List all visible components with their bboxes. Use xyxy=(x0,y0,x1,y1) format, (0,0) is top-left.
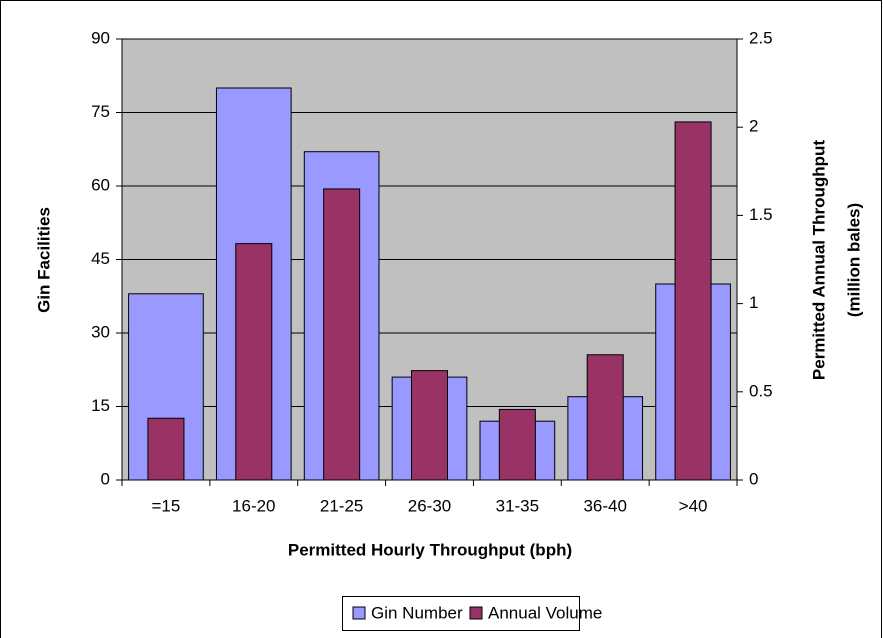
y-axis-label: Gin Facilities xyxy=(34,207,53,313)
y-tick-label: 15 xyxy=(91,396,110,415)
y2-tick-label: 0 xyxy=(749,469,758,488)
bar xyxy=(586,354,624,481)
legend-label: Gin Number xyxy=(371,603,463,622)
y2-tick-label: 2 xyxy=(749,117,758,136)
legend-label: Annual Volume xyxy=(488,603,602,622)
bar xyxy=(147,417,185,481)
bar xyxy=(235,243,273,481)
y-tick-label: 90 xyxy=(91,28,110,47)
y2-tick-label: 1 xyxy=(749,293,758,312)
x-tick-label: 16-20 xyxy=(232,496,275,515)
y2-tick-label: 1.5 xyxy=(749,205,773,224)
bar xyxy=(498,408,536,481)
y2-tick-label: 0.5 xyxy=(749,381,773,400)
y2-axis-label: Permitted Annual Throughput xyxy=(809,140,828,381)
y-tick-label: 0 xyxy=(101,469,110,488)
y2-tick-label: 2.5 xyxy=(749,28,773,47)
bar xyxy=(674,121,712,481)
x-tick-label: 31-35 xyxy=(496,496,539,515)
bar xyxy=(410,370,449,481)
x-tick-label: >40 xyxy=(679,496,708,515)
y-tick-label: 45 xyxy=(91,249,110,268)
y-tick-label: 30 xyxy=(91,322,110,341)
y2-axis-label: (million bales) xyxy=(844,203,863,317)
x-tick-label: 21-25 xyxy=(320,496,363,515)
y-tick-label: 75 xyxy=(91,102,110,121)
x-axis-label: Permitted Hourly Throughput (bph) xyxy=(288,540,572,559)
x-tick-label: 26-30 xyxy=(408,496,451,515)
y-tick-label: 60 xyxy=(91,175,110,194)
x-tick-label: =15 xyxy=(152,496,181,515)
legend-swatch xyxy=(352,606,366,620)
legend-swatch xyxy=(469,606,483,620)
legend xyxy=(342,596,580,631)
bar xyxy=(323,188,361,481)
x-tick-label: 36-40 xyxy=(583,496,626,515)
